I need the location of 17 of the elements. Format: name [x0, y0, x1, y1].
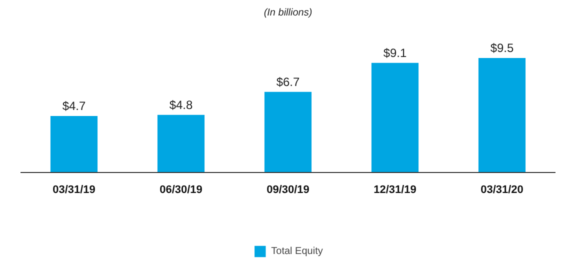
bar — [50, 116, 98, 173]
x-tick-label: 03/31/19 — [52, 184, 96, 196]
x-tick-label: 06/30/19 — [160, 184, 202, 196]
data-label: $4.7 — [62, 99, 86, 114]
data-label: $9.5 — [490, 40, 514, 55]
chart-title: (In billions) — [264, 8, 312, 18]
legend-label: Total Equity — [271, 246, 323, 256]
bar — [478, 58, 526, 173]
data-label: $9.1 — [383, 46, 408, 60]
x-tick-label: 12/31/19 — [374, 184, 416, 196]
bar — [157, 114, 205, 173]
data-label: $4.8 — [169, 98, 194, 112]
data-label: $6.7 — [276, 74, 300, 89]
x-tick-label: 09/30/19 — [266, 184, 310, 196]
bar — [264, 92, 312, 173]
bar — [371, 62, 419, 173]
x-tick-label: 03/31/20 — [480, 184, 524, 196]
